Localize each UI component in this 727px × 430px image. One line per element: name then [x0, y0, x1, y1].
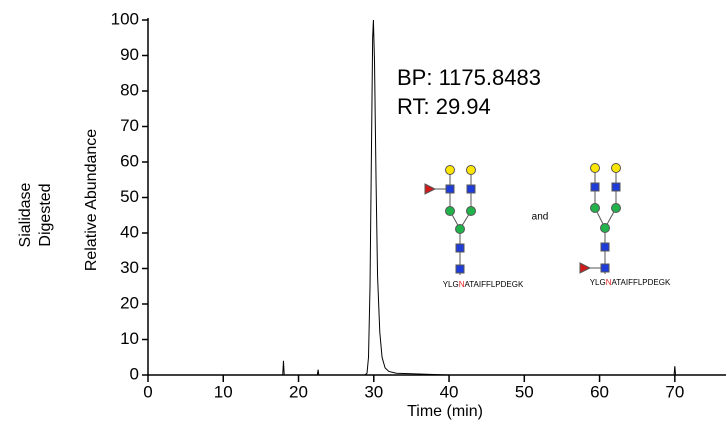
y-tick-label: 50: [120, 187, 139, 206]
y-tick-label: 30: [120, 258, 139, 277]
x-tick-label: 50: [515, 382, 534, 401]
y-tick-label: 20: [120, 293, 139, 312]
peptide-label: YLGNATAIFFLPDEGK: [443, 280, 524, 289]
side-label: Digested: [37, 183, 54, 246]
glycan: [424, 165, 476, 275]
annotation: RT: 29.94: [397, 94, 491, 119]
x-tick-label: 40: [440, 382, 459, 401]
y-axis-label: Relative Abundance: [83, 129, 100, 271]
glycan: [579, 163, 621, 274]
connector: and: [532, 212, 549, 223]
annotation: BP: 1175.8483: [397, 65, 541, 90]
peptide: YLG: [443, 280, 459, 289]
x-axis-label: Time (min): [407, 403, 483, 420]
peptide-label: YLGNATAIFFLPDEGK: [590, 278, 671, 287]
y-tick-label: 70: [120, 116, 139, 135]
peptide: ATAIFFLPDEGK: [611, 278, 670, 287]
peptide: YLG: [590, 278, 606, 287]
y-tick-label: 90: [120, 45, 139, 64]
y-tick-label: 0: [130, 364, 139, 383]
side-label: Sialidase: [17, 182, 34, 247]
trace: [148, 19, 726, 376]
peptide: ATAIFFLPDEGK: [464, 280, 523, 289]
glycosite: N: [459, 280, 465, 289]
x-tick-label: 10: [214, 382, 233, 401]
y-tick-label: 80: [120, 80, 139, 99]
x-tick-label: 20: [289, 382, 308, 401]
x-tick-label: 60: [590, 382, 609, 401]
y-tick-label: 40: [120, 222, 139, 241]
x-tick-label: 30: [364, 382, 383, 401]
y-tick-label: 100: [111, 9, 139, 28]
x-tick-label: 70: [665, 382, 684, 401]
y-tick-label: 60: [120, 151, 139, 170]
y-tick-label: 10: [120, 329, 139, 348]
x-tick-label: 0: [143, 382, 152, 401]
glycosite: N: [606, 278, 612, 287]
